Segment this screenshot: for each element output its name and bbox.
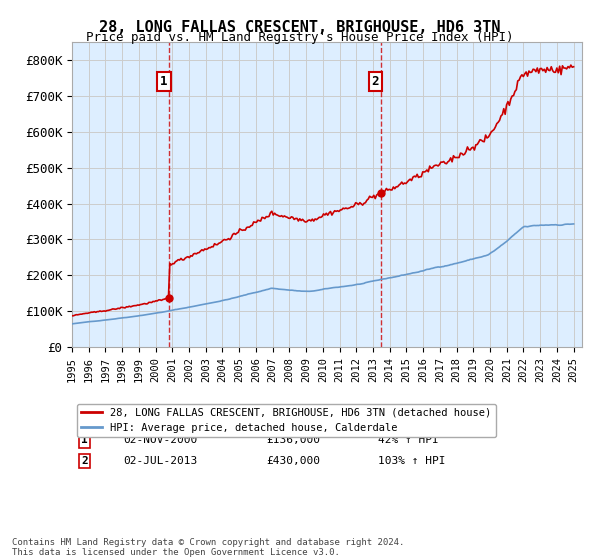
Text: £430,000: £430,000 bbox=[266, 456, 320, 466]
Text: Contains HM Land Registry data © Crown copyright and database right 2024.
This d: Contains HM Land Registry data © Crown c… bbox=[12, 538, 404, 557]
Text: 28, LONG FALLAS CRESCENT, BRIGHOUSE, HD6 3TN: 28, LONG FALLAS CRESCENT, BRIGHOUSE, HD6… bbox=[99, 20, 501, 35]
Text: Price paid vs. HM Land Registry's House Price Index (HPI): Price paid vs. HM Land Registry's House … bbox=[86, 31, 514, 44]
Text: 2: 2 bbox=[372, 75, 379, 88]
Text: 1: 1 bbox=[160, 75, 167, 88]
Legend: 28, LONG FALLAS CRESCENT, BRIGHOUSE, HD6 3TN (detached house), HPI: Average pric: 28, LONG FALLAS CRESCENT, BRIGHOUSE, HD6… bbox=[77, 404, 496, 437]
Text: 02-JUL-2013: 02-JUL-2013 bbox=[123, 456, 197, 466]
Text: 2: 2 bbox=[82, 456, 88, 466]
Text: 42% ↑ HPI: 42% ↑ HPI bbox=[378, 435, 439, 445]
Text: 02-NOV-2000: 02-NOV-2000 bbox=[123, 435, 197, 445]
Text: £136,000: £136,000 bbox=[266, 435, 320, 445]
Text: 1: 1 bbox=[82, 435, 88, 445]
Text: 103% ↑ HPI: 103% ↑ HPI bbox=[378, 456, 445, 466]
